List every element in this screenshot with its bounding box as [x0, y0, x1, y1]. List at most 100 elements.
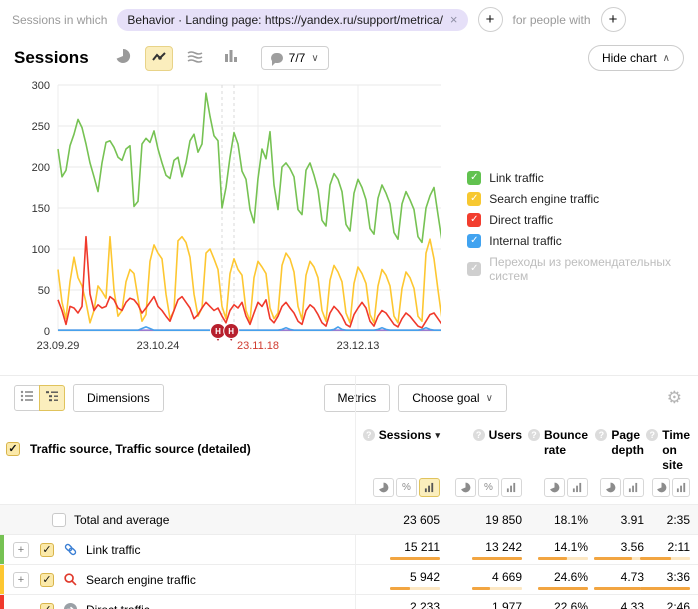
legend-label: Переходы из рекомендательных систем [489, 255, 698, 283]
row-color-strip [0, 535, 4, 564]
svg-text:300: 300 [32, 80, 50, 92]
segment-chip[interactable]: Behavior · Landing page: https://yandex.… [117, 9, 467, 31]
legend-checkbox[interactable]: ✓ [467, 262, 481, 276]
svg-text:100: 100 [32, 244, 50, 256]
page-depth-value: 3.91 [621, 513, 644, 527]
legend-item[interactable]: ✓ Link traffic [467, 171, 698, 185]
users-percent-mode-button[interactable]: % [478, 478, 499, 497]
add-condition-button[interactable]: + [478, 7, 503, 32]
legend-checkbox[interactable]: ✓ [467, 192, 481, 206]
page-title: Sessions [14, 48, 89, 68]
row-checkbox[interactable]: ✓ [40, 603, 54, 609]
time-pie-mode-button[interactable] [652, 478, 670, 497]
row-checkbox[interactable]: ✓ [40, 543, 54, 557]
chevron-down-icon: ∨ [486, 393, 493, 404]
link-icon [63, 542, 78, 557]
metrica-report-page: Sessions in which Behavior · Landing pag… [0, 0, 698, 609]
time-bars-mode-button[interactable] [672, 478, 690, 497]
depth-pie-mode-button[interactable] [600, 478, 621, 497]
svg-text:250: 250 [32, 121, 50, 133]
help-icon[interactable]: ? [473, 429, 485, 441]
users-bars-mode-button[interactable] [501, 478, 522, 497]
column-header-page-depth[interactable]: ? Page depth [596, 422, 652, 473]
legend-checkbox[interactable]: ✓ [467, 234, 481, 248]
chart-legend: ✓ Link traffic ✓ Search engine traffic ✓ Dire… [467, 171, 698, 363]
row-label[interactable]: Link traffic [86, 543, 140, 557]
row-label[interactable]: Search engine traffic [86, 573, 196, 587]
column-header-users[interactable]: ? Users [448, 422, 530, 473]
table-row-direct-traffic: ✓ Direct traffic 2 233 1 977 22.6% 4.33 … [0, 594, 698, 609]
metrics-button[interactable]: Metrics [324, 384, 391, 412]
view-mode-toggle [14, 385, 65, 411]
legend-item[interactable]: ✓ Переходы из рекомендательных систем [467, 255, 698, 283]
time-on-site-value: 2:11 [668, 540, 690, 554]
row-checkbox[interactable] [52, 513, 66, 527]
legend-label: Search engine traffic [489, 192, 599, 206]
sessions-bars-mode-button[interactable] [419, 478, 440, 497]
legend-label: Link traffic [489, 171, 543, 185]
time-on-site-value: 3:36 [667, 570, 690, 584]
bounce-bars-mode-button[interactable] [567, 478, 588, 497]
annotations-button[interactable]: 7/7 ∨ [261, 46, 329, 70]
expand-row-button[interactable]: + [13, 542, 29, 558]
legend-item[interactable]: ✓Internal traffic [467, 234, 698, 248]
legend-item[interactable]: ✓ Search engine traffic [467, 192, 698, 206]
chart-type-pie-button[interactable] [109, 46, 137, 71]
users-pie-mode-button[interactable] [455, 478, 476, 497]
svg-text:0: 0 [44, 326, 50, 338]
sessions-percent-mode-button[interactable]: % [396, 478, 417, 497]
table-row-total: Total and average 23 605 19 850 18.1% 3.… [0, 504, 698, 534]
column-header-sessions[interactable]: ? Sessions ▾ [355, 422, 448, 473]
sessions-pie-mode-button[interactable] [373, 478, 394, 497]
choose-goal-button[interactable]: Choose goal ∨ [398, 384, 507, 412]
chevron-up-icon: ∧ [663, 53, 670, 64]
page-depth-value: 3.56 [621, 540, 644, 554]
help-icon[interactable]: ? [363, 429, 375, 441]
bounce-rate-value: 22.6% [554, 600, 588, 609]
value-bar [390, 557, 440, 560]
select-all-checkbox[interactable]: ✓ [6, 442, 20, 456]
row-checkbox[interactable]: ✓ [40, 573, 54, 587]
dimensions-button[interactable]: Dimensions [73, 384, 164, 412]
add-people-condition-button[interactable]: + [601, 7, 626, 32]
sessions-line-chart[interactable]: 05010015020025030023.09.2923.10.2423.11.… [8, 75, 441, 363]
report-table-section: Dimensions Metrics Choose goal ∨ ⚙ ✓ Tra… [0, 375, 698, 609]
svg-text:50: 50 [38, 285, 50, 297]
chart-type-area-button[interactable] [181, 46, 209, 71]
hide-chart-button[interactable]: Hide chart ∧ [588, 45, 684, 71]
column-header-time-on-site[interactable]: ? Time on site [652, 422, 698, 473]
legend-checkbox[interactable]: ✓ [467, 171, 481, 185]
legend-checkbox[interactable]: ✓ [467, 213, 481, 227]
help-icon[interactable]: ? [646, 429, 658, 441]
legend-label: Direct traffic [489, 213, 553, 227]
filter-suffix-label: for people with [513, 13, 591, 27]
table-header-row: ✓ Traffic source, Traffic source (detail… [0, 420, 698, 473]
svg-text:23.10.24: 23.10.24 [137, 340, 180, 352]
close-icon[interactable]: × [450, 13, 458, 26]
dimension-header-label: Traffic source, Traffic source (detailed… [30, 442, 251, 456]
table-row-search-traffic: + ✓ Search engine traffic 5 942 4 669 24… [0, 564, 698, 594]
users-value: 4 669 [492, 570, 522, 584]
search-icon [63, 572, 78, 587]
time-on-site-value: 2:35 [667, 513, 690, 527]
stacked-area-icon [187, 48, 203, 69]
expand-row-button[interactable]: + [13, 572, 29, 588]
svg-text:Н: Н [215, 327, 221, 336]
legend-item[interactable]: ✓ Direct traffic [467, 213, 698, 227]
chart-type-columns-button[interactable] [217, 46, 245, 71]
sessions-value: 5 942 [410, 570, 440, 584]
row-label[interactable]: Direct traffic [86, 603, 150, 609]
tree-view-button[interactable] [39, 385, 65, 411]
flat-list-view-button[interactable] [14, 385, 40, 411]
filter-bar: Sessions in which Behavior · Landing pag… [0, 0, 698, 37]
help-icon[interactable]: ? [528, 429, 540, 441]
help-icon[interactable]: ? [595, 429, 607, 441]
page-depth-value: 4.33 [621, 600, 644, 609]
depth-bars-mode-button[interactable] [623, 478, 644, 497]
column-header-bounce-rate[interactable]: ? Bounce rate [530, 422, 596, 473]
chart-type-line-button[interactable] [145, 46, 173, 71]
tree-icon [45, 389, 59, 408]
bounce-pie-mode-button[interactable] [544, 478, 565, 497]
users-value: 1 977 [492, 600, 522, 609]
gear-icon[interactable]: ⚙ [667, 388, 684, 408]
